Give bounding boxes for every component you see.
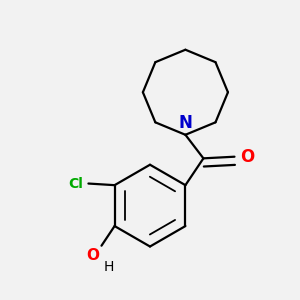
Text: O: O [86,248,99,263]
Text: Cl: Cl [69,176,83,190]
Text: N: N [178,114,192,132]
Text: O: O [240,148,254,166]
Text: H: H [104,260,114,274]
